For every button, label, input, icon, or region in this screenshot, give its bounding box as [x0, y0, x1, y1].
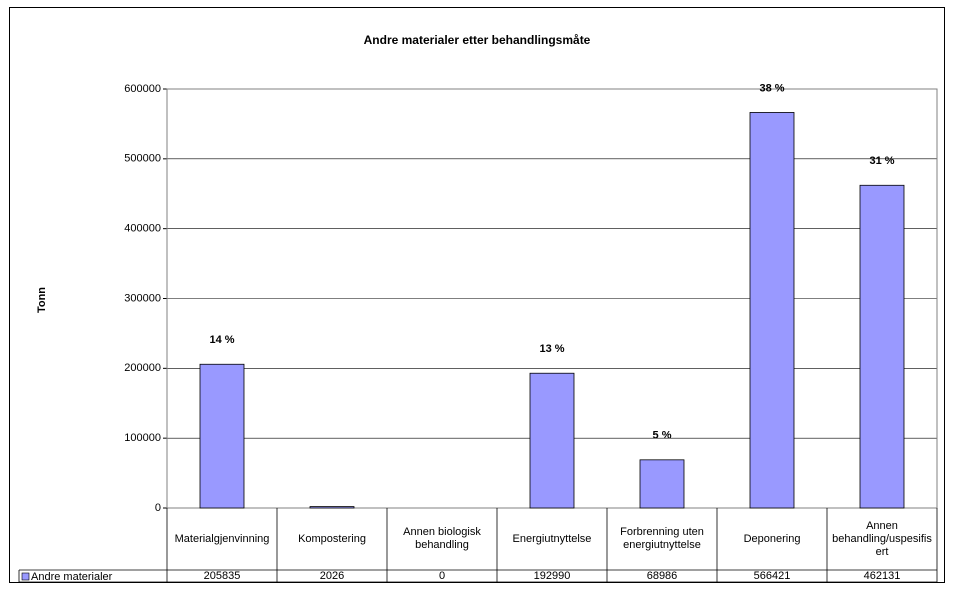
y-tick-label: 100000	[124, 432, 161, 444]
table-value: 2026	[319, 569, 345, 582]
data-label: 13 %	[539, 343, 564, 355]
bar	[639, 459, 685, 509]
data-label: 5 %	[653, 430, 672, 442]
y-tick-label: 200000	[124, 362, 161, 374]
category-label: Kompostering	[298, 532, 366, 545]
y-tick-label: 600000	[124, 83, 161, 95]
y-tick-label: 300000	[124, 292, 161, 304]
category-label: Annen biologisk behandling	[403, 526, 481, 551]
data-label: 14 %	[209, 334, 234, 346]
table-value: 68986	[646, 569, 678, 582]
bar	[199, 363, 245, 509]
y-tick-label: 400000	[124, 223, 161, 235]
legend-label: Andre materialer	[31, 571, 113, 583]
bar	[859, 184, 905, 509]
bar	[309, 506, 355, 509]
bar	[529, 372, 575, 509]
table-value: 192990	[533, 569, 571, 582]
category-label: Energiutnyttelse	[512, 532, 592, 545]
bar	[749, 112, 795, 509]
y-tick-label: 500000	[124, 153, 161, 165]
data-label: 38 %	[759, 82, 784, 94]
table-value: 0	[438, 569, 446, 582]
table-value: 566421	[753, 569, 791, 582]
legend-key	[21, 572, 30, 581]
category-label: Deponering	[743, 532, 801, 545]
y-tick-label: 0	[155, 502, 161, 514]
table-value: 205835	[203, 569, 241, 582]
category-label: Annen behandling/uspesifisert	[832, 519, 932, 558]
chart-title: Andre materialer etter behandlingsmåte	[364, 33, 591, 47]
category-label: Materialgjenvinning	[174, 532, 270, 545]
data-label: 31 %	[869, 155, 894, 167]
table-value: 462131	[863, 569, 901, 582]
category-label: Forbrenning uten energiutnyttelse	[620, 526, 704, 551]
y-axis-label: Tonn	[36, 287, 48, 313]
